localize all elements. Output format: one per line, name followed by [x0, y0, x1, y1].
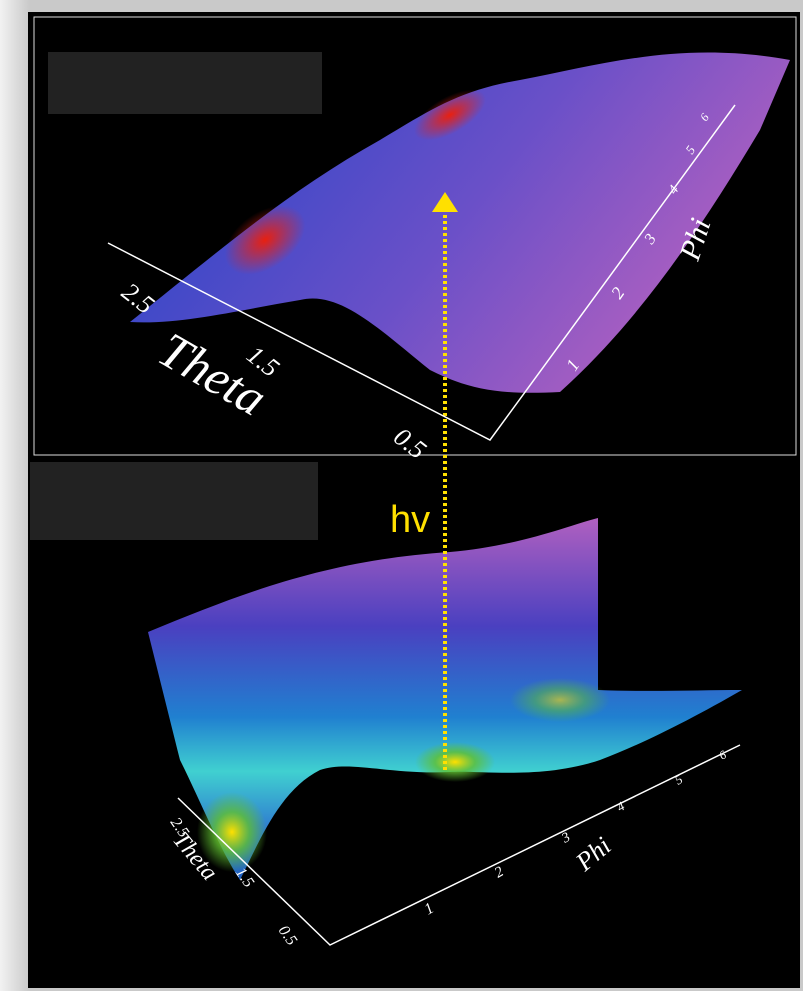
transition-label: hv	[390, 499, 430, 541]
surface-highlight	[415, 742, 495, 782]
surface-highlight	[510, 678, 610, 722]
figure: hv 2.5 1.5 0.5 Theta 1 2 3 4 5 6 Phi 2.5…	[0, 0, 803, 991]
page: hv 2.5 1.5 0.5 Theta 1 2 3 4 5 6 Phi 2.5…	[0, 0, 803, 991]
redacted-box	[48, 52, 322, 114]
redacted-box	[30, 462, 318, 540]
